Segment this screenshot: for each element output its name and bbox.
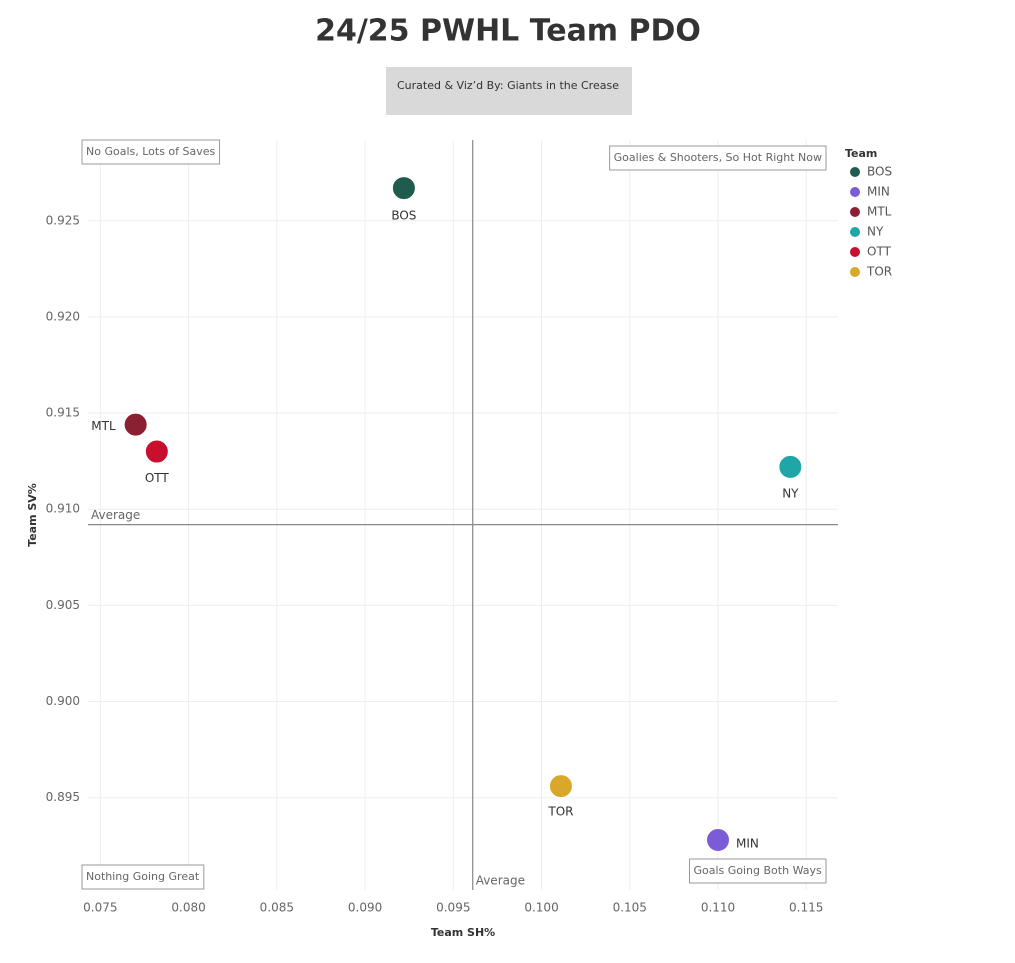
y-tick-label: 0.895 (46, 790, 80, 804)
legend-label: MIN (867, 185, 890, 199)
point-label: BOS (391, 209, 416, 223)
average-label: Average (91, 508, 140, 522)
x-tick-label: 0.110 (701, 901, 735, 915)
legend-label: OTT (867, 245, 892, 259)
quadrant-annotation: No Goals, Lots of Saves (86, 145, 216, 158)
legend-marker (850, 267, 860, 277)
legend-label: NY (867, 225, 884, 239)
point-label: TOR (547, 805, 573, 819)
y-tick-label: 0.905 (46, 598, 80, 612)
legend-label: BOS (867, 165, 892, 179)
x-tick-label: 0.090 (348, 901, 382, 915)
x-tick-label: 0.080 (171, 901, 205, 915)
legend-label: TOR (866, 265, 892, 279)
team-marker (390, 175, 417, 202)
legend-title: Team (845, 147, 877, 160)
y-tick-label: 0.920 (46, 309, 80, 323)
legend-marker (850, 167, 860, 177)
point-label: OTT (145, 471, 170, 485)
quadrant-annotation: Goalies & Shooters, So Hot Right Now (614, 151, 822, 164)
x-tick-label: 0.100 (524, 901, 558, 915)
y-axis-label: Team SV% (26, 483, 39, 547)
x-tick-label: 0.085 (260, 901, 294, 915)
x-tick-label: 0.115 (789, 901, 823, 915)
x-tick-label: 0.075 (83, 901, 117, 915)
legend-marker (850, 207, 860, 217)
point-label: MTL (91, 419, 116, 433)
annotation-box (81, 864, 205, 890)
annotation-box (81, 139, 221, 165)
annotation-box (609, 145, 827, 171)
legend-label: MTL (867, 205, 892, 219)
annotation-box (688, 858, 827, 884)
legend-marker (850, 187, 860, 197)
y-tick-label: 0.900 (46, 694, 80, 708)
team-marker (547, 773, 574, 800)
team-marker (143, 438, 170, 465)
chart-title: 24/25 PWHL Team PDO (315, 14, 701, 49)
legend-marker (850, 247, 860, 257)
y-tick-label: 0.925 (46, 213, 80, 227)
team-marker (777, 453, 804, 480)
point-label: NY (782, 486, 799, 500)
x-tick-label: 0.105 (613, 901, 647, 915)
quadrant-annotation: Nothing Going Great (86, 870, 200, 883)
legend-marker (850, 227, 860, 237)
y-tick-label: 0.915 (46, 406, 80, 420)
x-tick-label: 0.095 (436, 901, 470, 915)
subtitle-box (386, 67, 632, 115)
x-axis-label: Team SH% (431, 926, 495, 939)
team-marker (122, 411, 149, 438)
quadrant-annotation: Goals Going Both Ways (693, 864, 822, 877)
team-marker (705, 827, 731, 853)
point-label: MIN (736, 837, 759, 851)
subtitle: Curated & Viz’d By: Giants in the Crease (397, 79, 619, 92)
average-label: Average (476, 874, 525, 888)
y-tick-label: 0.910 (46, 502, 80, 516)
